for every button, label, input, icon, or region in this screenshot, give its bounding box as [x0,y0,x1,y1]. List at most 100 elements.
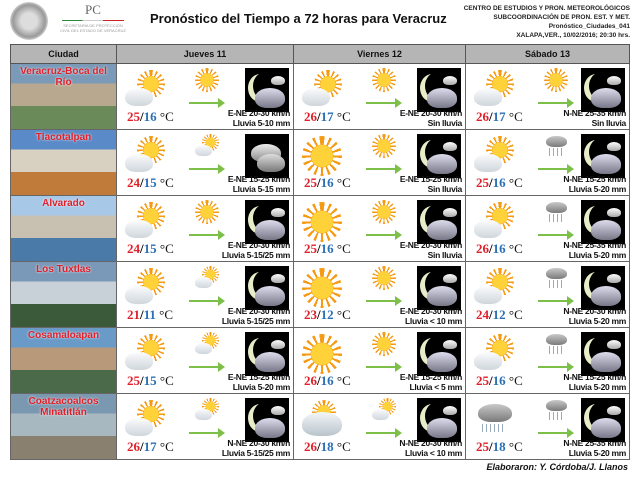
forecast-cell-jueves: 25/16 °C E-NE 20-30 km/h Lluvia 5-10 mm [116,63,294,130]
partly-cloudy-icon [125,400,165,438]
city-name: Los Tuxtlas [36,264,91,275]
rain: Lluvia 5-15/25 mm [221,448,290,458]
night-partly-cloudy-icon [417,266,461,310]
forecast-cell-viernes: 26/17 °C E-NE 20-30 km/h Sin lluvia [293,63,466,130]
rain: Lluvia 5-15/25 mm [221,316,290,326]
arrow-right-icon [366,98,402,108]
table-row: Los Tuxtlas 21/11 °C E-NE 20-30 km/h Lluv… [10,261,630,328]
arrow-right-icon [538,362,574,372]
wind: E-NE 15-25 km/h [227,372,290,382]
wind-rain-info: N-NE 20-30 km/h Lluvia 5-15/25 mm [222,438,290,458]
rain-icon [544,200,568,224]
wind: E-NE 20-30 km/h [227,240,290,250]
night-partly-cloudy-icon [417,134,461,178]
sunny-icon [302,268,342,308]
table-row: Alvarado 24/15 °C E-NE 20-30 km/h Lluvia … [10,195,630,262]
night-partly-cloudy-icon [581,332,625,376]
city-name: Veracruz-Boca del Río [20,66,107,88]
partly-cloudy-icon [125,268,165,306]
rain: Sin lluvia [427,184,463,194]
night-cloudy-icon [245,134,289,178]
arrow-right-icon [366,362,402,372]
wind-rain-info: E-NE 20-30 km/h Lluvia 5-10 mm [228,108,290,128]
min-temp: 17 [143,439,157,454]
table-row: Tlacotalpan 24/15 °C E-NE 15-25 km/h Lluv… [10,129,630,196]
city-photo [11,262,116,327]
rain: Lluvia 5-20 mm [232,382,291,392]
city-name: Tlacotalpan [35,132,92,143]
temp-unit: °C [336,109,351,124]
temp-unit: °C [159,373,174,388]
night-partly-cloudy-icon [581,68,625,112]
max-temp: 25 [304,241,317,256]
wind: E-NE 20-30 km/h [227,108,290,118]
page-title: Pronóstico del Tiempo a 72 horas para Ve… [150,11,447,26]
max-temp: 25 [476,373,489,388]
min-temp: 17 [320,109,334,124]
sunny-icon [372,68,396,92]
rain: Lluvia < 5 mm [409,382,462,392]
night-partly-cloudy-icon [417,200,461,244]
temperature: 23/12 °C [304,307,351,322]
max-temp: 24 [127,175,140,190]
max-temp: 25 [304,175,317,190]
temperature: 25/16 °C [304,175,351,190]
rain: Lluvia 5-10 mm [232,118,291,128]
forecast-table: Ciudad Jueves 11 Viernes 12 Sábado 13 Ve… [10,44,630,460]
arrow-right-icon [189,428,225,438]
org-line: Pronóstico_Ciudades_041 [548,23,630,30]
city-photo [11,328,116,393]
partly-cloudy-icon [474,268,514,306]
max-temp: 26 [127,439,140,454]
temperature: 25/16 °C [476,175,523,190]
temperature: 26/16 °C [476,241,523,256]
temperature: 26/18 °C [304,439,351,454]
rain: Lluvia < 10 mm [405,448,462,458]
max-temp: 26 [304,109,317,124]
arrow-right-icon [538,164,574,174]
table-row: Veracruz-Boca del Río 25/16 °C E-NE 20-3… [10,63,630,130]
temperature: 25/18 °C [476,439,523,454]
min-temp: 17 [492,109,506,124]
forecast-cell-viernes: 26/18 °C N-NE 20-30 km/h Lluvia < 10 mm [293,393,466,460]
city-name: Alvarado [42,198,85,209]
night-partly-cloudy-icon [245,398,289,442]
org-line: CENTRO DE ESTUDIOS Y PRON. METEOROLÓGICO… [463,5,630,12]
night-partly-cloudy-icon [245,332,289,376]
max-temp: 26 [476,109,489,124]
temperature: 25/16 °C [304,241,351,256]
wind-rain-info: E-NE 20-30 km/h Sin lluvia [400,240,462,260]
wind: N-NE 20-30 km/h [563,306,626,316]
temperature: 24/15 °C [127,241,174,256]
wind-rain-info: N-NE 20-30 km/h Lluvia 5-20 mm [563,306,626,326]
partly-cloudy-icon [195,398,219,422]
partly-cloudy-icon [195,266,219,290]
night-partly-cloudy-icon [245,68,289,112]
night-partly-cloudy-icon [581,266,625,310]
night-partly-cloudy-icon [417,332,461,376]
wind-rain-info: N-NE 25-35 km/h Sin lluvia [563,108,626,128]
min-temp: 12 [320,307,334,322]
sunny-icon [372,332,396,356]
arrow-right-icon [189,362,225,372]
min-temp: 16 [320,373,334,388]
temp-unit: °C [508,109,523,124]
max-temp: 24 [127,241,140,256]
arrow-right-icon [366,428,402,438]
night-partly-cloudy-icon [581,398,625,442]
rain: Sin lluvia [427,250,463,260]
min-temp: 16 [492,373,506,388]
wind: N-NE 20-30 km/h [399,438,462,448]
rain: Lluvia 5-20 mm [568,382,627,392]
pc-logo-subtitle: SECRETARÍA DE PROTECCIÓN CIVIL DEL ESTAD… [60,23,126,33]
forecast-cell-sabado: 26/16 °C N-NE 25-35 km/h Lluvia 5-20 mm [465,195,630,262]
org-line: SUBCOORDINACIÓN DE PRON. EST. Y MET. [493,14,630,21]
temp-unit: °C [159,175,174,190]
rain-icon [544,134,568,158]
wind-rain-info: N-NE 15-25 km/h Lluvia 5-20 mm [563,372,626,392]
table-row: Coatzacoalcos Minatitlán 26/17 °C N-NE 2… [10,393,630,460]
arrow-right-icon [538,428,574,438]
wind-rain-info: N-NE 20-30 km/h Lluvia < 10 mm [399,438,462,458]
city-cell: Coatzacoalcos Minatitlán [10,393,117,460]
temp-unit: °C [159,439,174,454]
